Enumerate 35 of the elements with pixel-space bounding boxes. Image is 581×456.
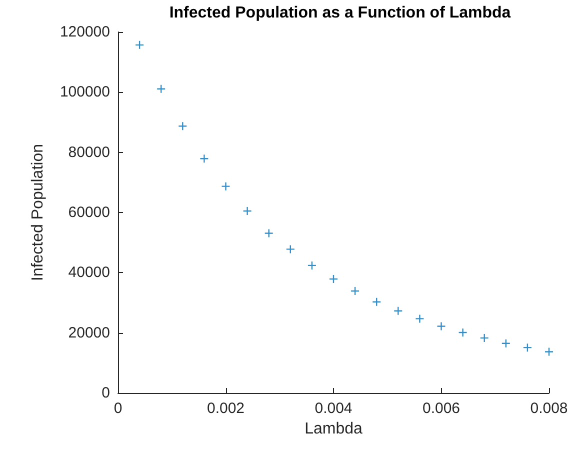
point <box>372 297 382 306</box>
chart-title: Infected Population as a Function of Lambda <box>169 4 511 22</box>
point <box>156 84 166 94</box>
x-tick-label: 0.006 <box>422 400 460 417</box>
point <box>501 338 510 348</box>
point <box>178 122 188 131</box>
point <box>480 333 489 343</box>
y-tick-label: 60000 <box>68 204 110 221</box>
x-tick-label: 0.008 <box>530 400 568 417</box>
x-tick-label: 0.004 <box>314 400 352 417</box>
point <box>436 322 446 331</box>
point <box>200 154 209 164</box>
y-tick-label: 120000 <box>60 24 110 40</box>
y-tick-label: 40000 <box>68 264 110 282</box>
point <box>522 342 532 352</box>
point <box>544 347 554 356</box>
point <box>307 260 317 270</box>
point <box>221 182 230 191</box>
y-tick-label: 100000 <box>60 84 110 101</box>
y-axis-title: Infected Population <box>30 144 46 281</box>
y-tick-label: 0 <box>102 384 110 402</box>
x-tick-label: 0.002 <box>206 400 245 417</box>
point <box>286 244 295 254</box>
x-tick-label: 0 <box>114 400 122 417</box>
x-axis-title: Lambda <box>304 420 363 438</box>
point <box>134 40 144 50</box>
point <box>458 328 468 338</box>
point <box>328 274 338 284</box>
point <box>350 286 360 296</box>
y-tick-label: 80000 <box>68 144 110 161</box>
point <box>394 306 403 316</box>
point <box>264 228 274 238</box>
point <box>242 206 252 216</box>
y-tick-label: 20000 <box>68 324 110 342</box>
point <box>415 314 424 324</box>
